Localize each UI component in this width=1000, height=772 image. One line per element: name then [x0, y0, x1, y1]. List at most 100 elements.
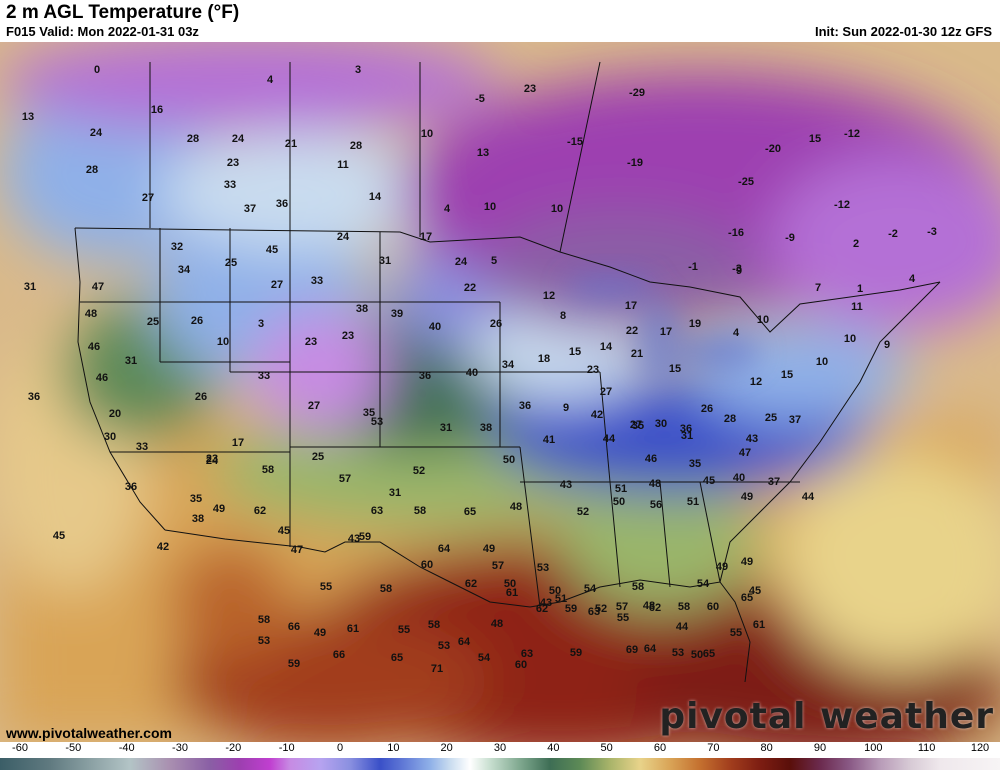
temperature-label: 49 — [741, 491, 753, 503]
temperature-label: 58 — [262, 464, 274, 476]
temperature-label: 11 — [851, 301, 863, 313]
temperature-label: 42 — [591, 409, 603, 421]
temperature-label: 9 — [884, 339, 890, 351]
temperature-label: 44 — [802, 491, 815, 503]
temperature-label: 26 — [195, 391, 207, 403]
colorbar-tick-label: 30 — [493, 742, 507, 754]
temperature-label: 10 — [551, 203, 563, 215]
temperature-label: 38 — [192, 513, 204, 525]
temperature-label: 57 — [616, 601, 628, 613]
temperature-label: 28 — [350, 140, 362, 152]
colorbar-tick-label: -10 — [278, 742, 295, 754]
temperature-label: 33 — [311, 275, 323, 287]
temperature-label: 48 — [643, 600, 655, 612]
temperature-label: 66 — [333, 649, 345, 661]
temperature-label: 36 — [419, 370, 431, 382]
temperature-label: 59 — [570, 647, 582, 659]
temperature-label: 28 — [86, 164, 98, 176]
temperature-label: 60 — [421, 559, 433, 571]
header-bar: 2 m AGL Temperature (°F) F015 Valid: Mon… — [0, 0, 1000, 43]
source-url: www.pivotalweather.com — [6, 725, 172, 741]
temperature-label: 41 — [543, 434, 555, 446]
temperature-label: 15 — [669, 363, 681, 375]
temperature-label: 50 — [549, 585, 561, 597]
colorbar-tick-label: 100 — [864, 742, 883, 754]
temperature-label: 10 — [844, 333, 856, 345]
temperature-label: 35 — [689, 458, 701, 470]
temperature-label: 53 — [537, 562, 549, 574]
temperature-label: 50 — [691, 649, 703, 661]
temperature-label: 14 — [600, 341, 613, 353]
temperature-label: 3 — [355, 64, 361, 76]
temperature-label: 26 — [191, 315, 203, 327]
temperature-label: 50 — [613, 496, 625, 508]
map-title: 2 m AGL Temperature (°F) — [6, 2, 240, 23]
temperature-label: 64 — [644, 643, 657, 655]
temperature-label: 23 — [524, 83, 536, 95]
temperature-label: 54 — [478, 652, 491, 664]
temperature-label: 49 — [314, 627, 326, 639]
temperature-label: 21 — [285, 138, 297, 150]
temperature-label: 61 — [753, 619, 765, 631]
temperature-label: 33 — [258, 370, 270, 382]
temperature-label: 1 — [857, 283, 863, 295]
temperature-label: 25 — [312, 451, 324, 463]
temperature-label: 14 — [369, 191, 382, 203]
colorbar-tick-label: -60 — [12, 742, 28, 754]
temperature-label: 23 — [227, 157, 239, 169]
colorbar-tick-label: 120 — [970, 742, 990, 754]
temperature-label: 43 — [348, 533, 360, 545]
temperature-label: -3 — [732, 263, 742, 275]
temperature-label: 2 — [853, 238, 859, 250]
temperature-label: 55 — [320, 581, 332, 593]
temperature-label: 66 — [288, 621, 300, 633]
temperature-label: 65 — [391, 652, 403, 664]
temperature-label: 43 — [560, 479, 572, 491]
temperature-label: 65 — [464, 506, 476, 518]
temperature-label: 61 — [506, 587, 518, 599]
temperature-label: -19 — [627, 157, 643, 169]
temperature-label: 4 — [267, 74, 274, 86]
temperature-label: 10 — [757, 314, 769, 326]
temperature-label: 30 — [104, 431, 116, 443]
temperature-label: 17 — [232, 437, 244, 449]
temperature-label: 23 — [587, 364, 599, 376]
temperature-label: 54 — [697, 578, 710, 590]
temperature-label: 28 — [187, 133, 199, 145]
temperature-map[interactable]: 0 3 4 23 -5 -29 13 16 28 24 21 28 10 13 -15 -19 24 23 11 -2… — [0, 42, 1000, 742]
temperature-label: 63 — [521, 648, 533, 660]
temperature-label: 46 — [645, 453, 657, 465]
temperature-label: 47 — [739, 447, 751, 459]
temperature-label: 48 — [85, 308, 97, 320]
temperature-label: 47 — [291, 544, 303, 556]
temperature-colorbar: -60 -50 -40 -30 -20 -10 0 10 20 30 40 50 60 70 80 90 100… — [0, 742, 1000, 772]
temperature-label: 32 — [171, 241, 183, 253]
colorbar-tick-label: 10 — [387, 742, 400, 754]
colorbar-tick-label: -50 — [65, 742, 82, 754]
colorbar-tick-label: 40 — [547, 742, 560, 754]
colorbar-tick-label: 60 — [653, 742, 667, 754]
temperature-label: -25 — [738, 176, 754, 188]
temperature-label: 57 — [339, 473, 351, 485]
temperature-label: 50 — [503, 454, 515, 466]
temperature-label: 36 — [28, 391, 40, 403]
temperature-label: 31 — [681, 430, 693, 442]
temperature-label: 51 — [555, 593, 567, 605]
temperature-label: 58 — [632, 581, 644, 593]
temperature-label: 49 — [213, 503, 225, 515]
temperature-label: 40 — [429, 321, 441, 333]
temperature-label: 33 — [224, 179, 236, 191]
temperature-label: 22 — [464, 282, 476, 294]
temperature-label: 31 — [24, 281, 36, 293]
temperature-label: 4 — [909, 273, 916, 285]
temperature-label: 58 — [414, 505, 426, 517]
temperature-label: 65 — [741, 592, 753, 604]
temperature-label: 31 — [379, 255, 391, 267]
temperature-label: 63 — [371, 505, 383, 517]
temperature-label: 50 — [504, 578, 516, 590]
init-time: Init: Sun 2022-01-30 12z GFS — [814, 24, 992, 39]
temperature-label: 3 — [258, 318, 264, 330]
temperature-label: 40 — [466, 367, 478, 379]
temperature-label: 53 — [371, 416, 383, 428]
temperature-label: 34 — [502, 359, 515, 371]
